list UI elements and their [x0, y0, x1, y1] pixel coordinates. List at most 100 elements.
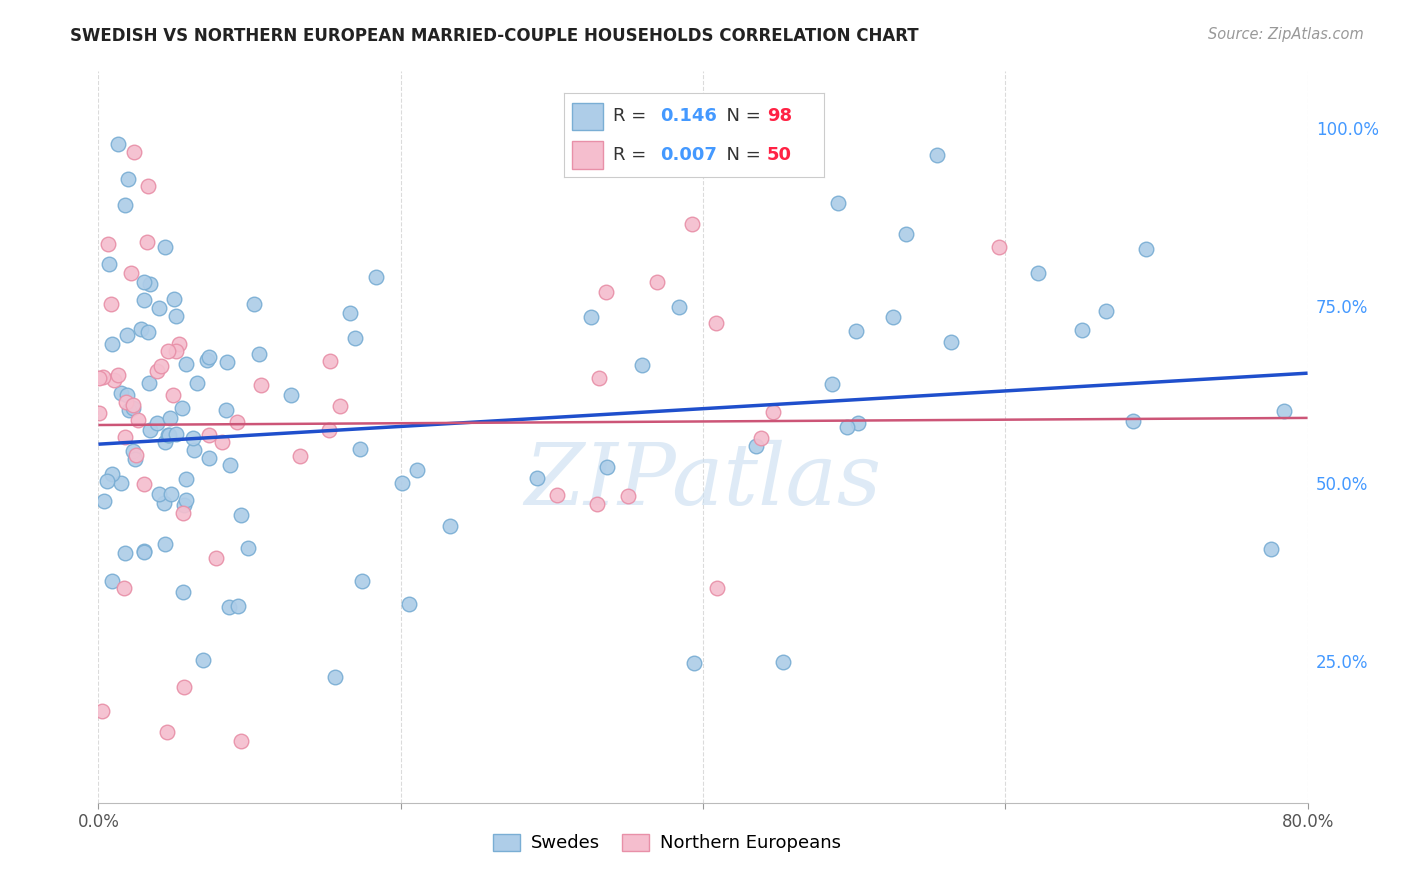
Point: [197, 428, 219, 442]
Point: [167, 337, 190, 351]
Point: [96, 474, 118, 488]
Point: [681, 217, 703, 231]
Point: [101, 337, 124, 351]
Point: [93, 370, 115, 384]
Point: [132, 476, 155, 491]
Point: [349, 442, 371, 457]
Point: [134, 545, 156, 559]
Point: [122, 398, 145, 412]
Point: [350, 574, 373, 589]
Point: [631, 358, 654, 372]
Point: [134, 543, 156, 558]
Point: [882, 310, 904, 324]
Point: [344, 331, 367, 345]
Point: [197, 350, 219, 364]
Point: [772, 656, 794, 670]
Point: [129, 322, 152, 336]
Point: [821, 376, 844, 391]
Point: [120, 267, 142, 281]
Point: [827, 196, 849, 211]
Point: [153, 434, 176, 449]
Point: [219, 458, 242, 472]
Point: [132, 275, 155, 289]
Point: [153, 537, 176, 551]
Point: [1260, 541, 1282, 556]
Point: [198, 450, 221, 465]
Point: [138, 376, 160, 390]
Point: [146, 416, 169, 430]
Point: [155, 240, 177, 254]
Point: [157, 428, 180, 442]
Point: [101, 574, 124, 588]
Point: [318, 424, 340, 438]
Point: [136, 179, 159, 194]
Point: [103, 374, 125, 388]
Point: [170, 401, 193, 416]
Point: [138, 277, 160, 291]
Text: Source: ZipAtlas.com: Source: ZipAtlas.com: [1208, 27, 1364, 42]
Point: [163, 292, 186, 306]
Point: [89, 371, 111, 385]
Point: [526, 471, 548, 485]
Point: [595, 459, 617, 474]
Point: [122, 401, 145, 415]
Point: [173, 680, 195, 694]
Point: [152, 495, 174, 509]
Point: [159, 410, 181, 425]
Point: [617, 489, 640, 503]
Point: [280, 388, 302, 402]
Point: [118, 403, 141, 417]
Point: [195, 353, 218, 368]
Point: [683, 656, 706, 670]
Point: [1095, 303, 1118, 318]
Point: [174, 492, 197, 507]
Point: [215, 402, 238, 417]
Point: [114, 430, 136, 444]
Point: [98, 257, 121, 271]
Point: [288, 450, 311, 464]
Point: [595, 285, 617, 299]
Point: [156, 725, 179, 739]
Point: [588, 371, 610, 385]
Point: [894, 227, 917, 241]
Point: [110, 386, 132, 401]
Point: [148, 486, 170, 500]
Point: [160, 486, 183, 500]
Point: [211, 434, 233, 449]
Point: [704, 316, 727, 330]
Point: [439, 518, 461, 533]
Point: [323, 670, 346, 684]
Point: [125, 448, 148, 462]
Point: [100, 297, 122, 311]
Point: [229, 508, 252, 523]
Point: [225, 416, 247, 430]
Point: [122, 145, 145, 159]
Point: [406, 463, 429, 477]
Point: [165, 344, 187, 359]
Point: [749, 431, 772, 445]
Point: [150, 359, 173, 373]
Point: [329, 399, 352, 413]
Point: [668, 301, 690, 315]
Point: [87, 406, 110, 420]
Point: [117, 172, 139, 186]
Point: [124, 452, 146, 467]
Point: [112, 581, 135, 595]
Point: [146, 364, 169, 378]
Point: [228, 599, 250, 614]
Point: [157, 427, 180, 442]
Point: [148, 301, 170, 316]
Point: [165, 426, 187, 441]
Point: [762, 405, 785, 419]
Point: [318, 353, 340, 368]
Point: [115, 327, 138, 342]
Point: [1070, 323, 1092, 337]
Point: [1122, 415, 1144, 429]
Point: [114, 198, 136, 212]
Point: [121, 444, 143, 458]
Point: [845, 324, 868, 338]
Point: [546, 488, 568, 502]
Point: [586, 498, 609, 512]
Point: [647, 275, 669, 289]
Point: [243, 296, 266, 310]
